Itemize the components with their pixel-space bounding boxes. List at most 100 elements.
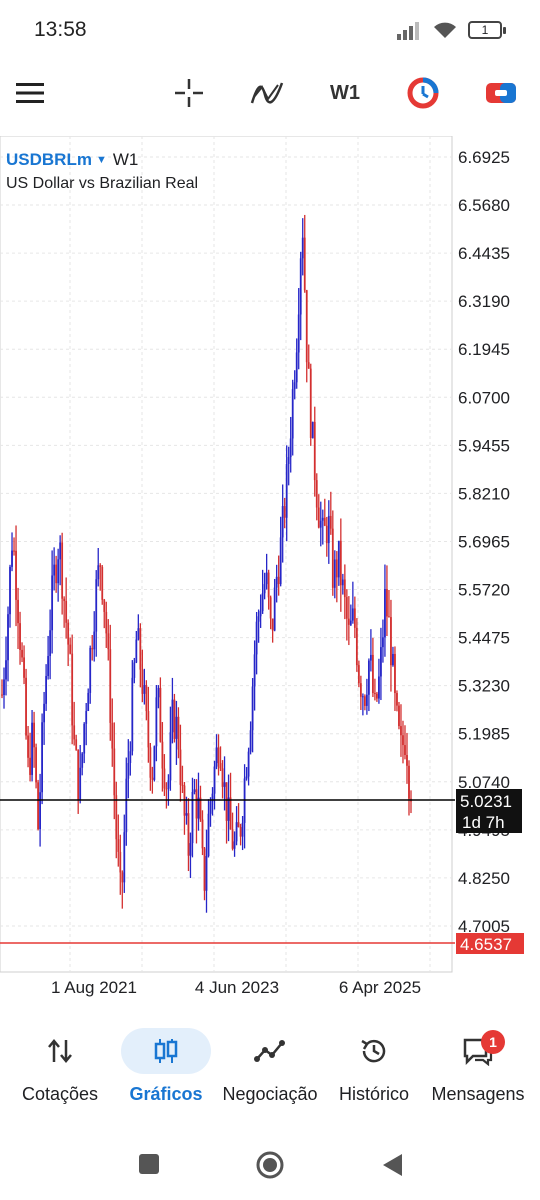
menu-button[interactable] xyxy=(10,62,50,124)
trade-toggle-icon xyxy=(486,83,516,103)
candle-body xyxy=(341,579,344,586)
candle-body xyxy=(297,314,300,353)
y-tick-label: 5.9455 xyxy=(458,436,510,455)
candle-body xyxy=(390,617,392,666)
candle-body xyxy=(263,584,266,594)
price-chart[interactable]: 6.6925 6.5680 6.4435 6.3190 6.1945 6.0700 5.94… xyxy=(0,136,540,1006)
candle-body xyxy=(77,749,80,800)
nav-history[interactable]: Histórico xyxy=(320,1022,428,1122)
candle-body xyxy=(319,520,322,528)
candle-body xyxy=(179,749,182,785)
candle-body xyxy=(3,679,5,695)
nav-trade[interactable]: Negociação xyxy=(216,1022,324,1122)
candle-body xyxy=(365,694,368,706)
candle-body xyxy=(259,611,262,617)
candle-body xyxy=(203,848,206,891)
candle-body xyxy=(93,631,96,650)
candle-body xyxy=(165,788,168,790)
candle-body xyxy=(147,711,150,748)
crosshair-button[interactable] xyxy=(168,62,210,124)
candle-body xyxy=(357,665,360,684)
candle-body xyxy=(378,676,380,699)
candle-body xyxy=(133,662,136,678)
candle-body xyxy=(159,687,162,742)
candle-body xyxy=(115,795,118,840)
candle-body xyxy=(121,872,124,883)
candle-body xyxy=(151,777,154,780)
candle-body xyxy=(177,716,180,750)
candle-body xyxy=(185,813,188,816)
symbol-selector[interactable]: USDBRLm xyxy=(6,150,92,169)
candle-body xyxy=(139,628,142,670)
quotes-arrows-icon xyxy=(48,1039,72,1063)
candle-body xyxy=(85,711,88,724)
candle-body xyxy=(53,564,56,576)
candle-body xyxy=(380,647,382,677)
candle-body xyxy=(237,822,240,828)
candle-body xyxy=(71,653,74,726)
y-tick-label: 5.1985 xyxy=(458,725,510,744)
candle-body xyxy=(301,237,304,259)
candle-body xyxy=(117,839,120,852)
candle-body xyxy=(349,620,352,625)
candle-body xyxy=(271,618,274,631)
nav-messages[interactable]: 1 Mensagens xyxy=(424,1022,532,1122)
candle-body xyxy=(167,780,170,789)
candle-body xyxy=(39,792,41,830)
candle-body xyxy=(303,237,306,291)
wifi-icon xyxy=(434,22,456,38)
candle-body xyxy=(231,829,234,849)
candle-body xyxy=(5,660,7,680)
candle-body xyxy=(213,766,216,794)
candle-body xyxy=(376,693,378,699)
y-tick-label: 4.8250 xyxy=(458,869,510,888)
recents-icon[interactable] xyxy=(137,1152,161,1176)
candle-body xyxy=(169,732,172,781)
candle-body xyxy=(157,687,160,698)
y-tick-label: 5.0740 xyxy=(458,773,510,792)
candle-body xyxy=(155,697,158,747)
one-click-trading-button[interactable] xyxy=(402,62,444,124)
candle-body xyxy=(101,566,104,600)
candle-body xyxy=(27,735,29,758)
candle-body xyxy=(221,768,224,787)
chart-canvas[interactable]: 6.6925 6.5680 6.4435 6.3190 6.1945 6.0700 5.94… xyxy=(0,136,540,1006)
y-tick-label: 6.1945 xyxy=(458,340,510,359)
home-icon[interactable] xyxy=(255,1150,285,1180)
candle-body xyxy=(207,813,210,857)
candle-body xyxy=(163,768,166,789)
candle-body xyxy=(249,730,252,752)
caret-down-icon[interactable]: ▼ xyxy=(95,154,107,166)
min-price-box xyxy=(456,933,524,954)
candle-body xyxy=(311,421,314,438)
y-tick-label: 4.7005 xyxy=(458,917,510,936)
crosshair-icon xyxy=(175,79,203,107)
candle-body xyxy=(363,696,366,706)
candle-body xyxy=(347,618,350,625)
candle-body xyxy=(235,822,238,842)
candle-body xyxy=(291,389,294,439)
nav-charts[interactable]: Gráficos xyxy=(112,1022,220,1122)
trade-button[interactable] xyxy=(480,62,522,124)
indicators-button[interactable] xyxy=(246,62,288,124)
candle-body xyxy=(145,685,148,712)
x-tick-label: 6 Apr 2025 xyxy=(339,978,421,997)
candle-body xyxy=(333,559,336,588)
nav-history-label: Histórico xyxy=(338,1084,409,1104)
nav-trade-label: Negociação xyxy=(222,1084,318,1104)
candle-body xyxy=(251,686,254,731)
timeframe-button[interactable]: W1 xyxy=(320,62,370,124)
candle-body xyxy=(382,637,384,648)
candle-body xyxy=(323,517,326,526)
candle-body xyxy=(329,515,332,529)
candle-body xyxy=(406,755,408,766)
hamburger-icon xyxy=(16,83,44,103)
candle-body xyxy=(109,649,112,723)
candle-body xyxy=(73,725,76,740)
chart-header: USDBRLm ▼ W1 US Dollar vs Brazilian Real xyxy=(6,150,198,193)
status-bar: 13:58 1 xyxy=(0,0,540,60)
back-icon[interactable] xyxy=(380,1152,404,1178)
candle-body xyxy=(408,765,410,799)
candle-body xyxy=(83,723,86,754)
nav-quotes[interactable]: Cotações xyxy=(6,1022,114,1122)
